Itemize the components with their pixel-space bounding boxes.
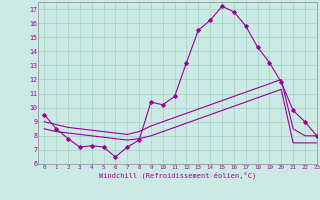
X-axis label: Windchill (Refroidissement éolien,°C): Windchill (Refroidissement éolien,°C) [99, 171, 256, 179]
